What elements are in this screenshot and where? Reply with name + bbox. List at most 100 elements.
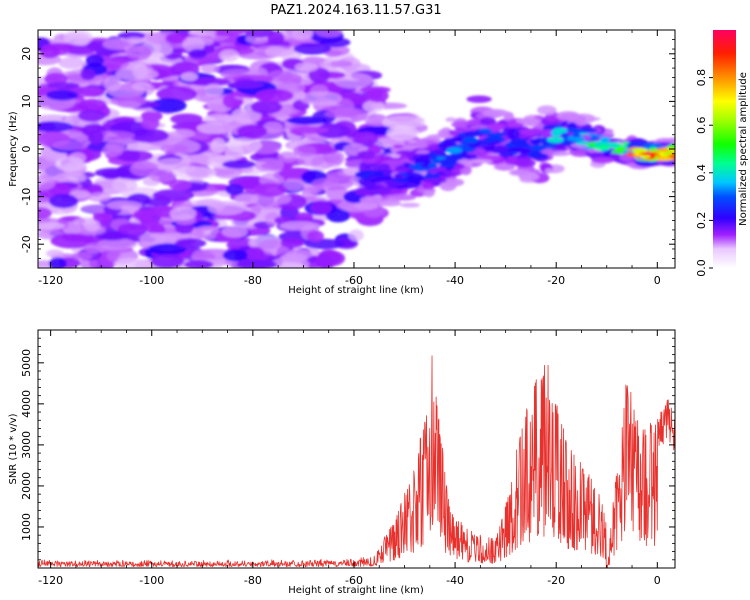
- spectrogram-cell: [254, 182, 287, 197]
- spectrogram-cell: [254, 158, 284, 172]
- spectrogram-cell: [310, 200, 333, 216]
- spectrogram-peak: [382, 170, 392, 176]
- spectrogram-y-tick-label: -10: [20, 188, 33, 206]
- snr-x-tick-label: -80: [244, 574, 262, 587]
- spectrogram-cell: [315, 123, 351, 139]
- spectrogram-cell: [54, 156, 85, 172]
- spectrogram-y-tick-label: 20: [20, 47, 33, 61]
- spectrogram-cell: [154, 157, 191, 171]
- snr-line-area: [38, 355, 675, 568]
- spectrogram-y-tick-label: 10: [20, 94, 33, 108]
- spectrogram-cell: [507, 129, 520, 140]
- spectrogram-cell: [50, 233, 94, 249]
- spectrogram-cell: [111, 178, 138, 193]
- spectrogram-cell: [250, 100, 283, 115]
- spectrogram-cell: [38, 121, 74, 133]
- snr-x-tick-label: -20: [547, 574, 565, 587]
- spectrogram-x-tick-label: -80: [244, 274, 262, 287]
- spectrogram-cell: [160, 144, 189, 153]
- spectrogram-peak: [513, 141, 530, 147]
- spectrogram-cell: [170, 129, 196, 139]
- spectrogram-cell: [106, 200, 142, 210]
- spectrogram-peak: [632, 148, 649, 153]
- spectrogram-cell: [72, 251, 93, 261]
- spectrogram-cell: [280, 237, 305, 249]
- spectrogram-cell: [301, 186, 318, 200]
- figure-title: PAZ1.2024.163.11.57.G31: [270, 3, 441, 18]
- spectrogram-cell: [170, 113, 203, 125]
- spectrogram-cell: [245, 246, 265, 261]
- spectrogram-cell: [173, 166, 217, 180]
- spectrogram-cell: [41, 43, 76, 51]
- spectrogram-cell: [359, 196, 382, 204]
- spectrogram-cell: [487, 123, 507, 131]
- snr-x-tick-label: -40: [446, 574, 464, 587]
- spectrogram-cell: [400, 202, 420, 208]
- spectrogram-x-tick-label: 0: [654, 274, 661, 287]
- spectrogram-cell: [296, 153, 325, 167]
- spectrogram-cell: [222, 160, 256, 169]
- spectrogram-peak: [394, 173, 404, 180]
- spectrogram-cell: [51, 139, 89, 151]
- spectrogram-cell: [225, 183, 244, 196]
- spectrogram-x-tick-label: -100: [139, 274, 164, 287]
- spectrogram-cell: [291, 30, 314, 41]
- spectrogram-cell: [437, 129, 450, 138]
- colorbar-tick-label: 0.2: [695, 212, 708, 230]
- spectrogram-cell: [433, 148, 443, 155]
- spectrogram-peak: [546, 136, 564, 144]
- spectrogram-cell: [267, 30, 285, 46]
- spectrogram-cell: [507, 122, 524, 128]
- spectrogram-cell: [591, 157, 614, 164]
- spectrogram-cell: [102, 38, 135, 50]
- spectrogram-cell: [131, 81, 151, 91]
- spectrogram-cell: [262, 121, 284, 134]
- spectrogram-cell: [45, 89, 79, 101]
- spectrogram-cell: [254, 88, 294, 103]
- spectrogram-cell: [165, 32, 188, 44]
- spectrogram-cell: [324, 110, 359, 118]
- spectrogram-cell: [210, 138, 227, 154]
- snr-y-tick-label: 3000: [20, 431, 33, 459]
- spectrogram-peak: [600, 136, 611, 143]
- spectrogram-x-tick-label: -20: [547, 274, 565, 287]
- spectrogram-cell: [183, 260, 214, 268]
- spectrogram-cell: [48, 193, 79, 209]
- spectrogram-cell: [445, 117, 456, 123]
- spectrogram-cell: [554, 143, 566, 150]
- snr-frame: [37, 329, 676, 569]
- spectrogram-cell: [588, 152, 602, 158]
- spectrogram-cell: [49, 257, 67, 268]
- spectrogram-cell: [46, 81, 80, 89]
- spectrogram-cell: [515, 118, 542, 124]
- spectrogram-cell: [355, 188, 379, 194]
- spectrogram-cell: [286, 116, 328, 125]
- spectrogram-cell: [180, 72, 198, 82]
- spectrogram-cell: [267, 70, 294, 82]
- spectrogram-cell: [94, 167, 131, 178]
- spectrogram-cell: [150, 254, 185, 268]
- spectrogram-cell: [292, 126, 329, 134]
- spectrogram-cell: [231, 107, 262, 124]
- spectrogram-cell: [451, 168, 463, 174]
- spectrogram-x-tick-label: -40: [446, 274, 464, 287]
- spectrogram-image: [38, 30, 675, 268]
- spectrogram-cell: [537, 105, 557, 115]
- spectrogram-peak: [656, 156, 674, 162]
- spectrogram-cell: [169, 206, 197, 221]
- spectrogram-cell: [314, 30, 343, 38]
- spectrogram-cell: [73, 38, 89, 46]
- colorbar-ticks: 0.0 0.2 0.4 0.6 0.8: [695, 69, 713, 277]
- spectrogram-cell: [182, 36, 205, 53]
- spectrogram-cell: [115, 67, 159, 81]
- spectrogram-cell: [38, 222, 65, 230]
- spectrogram-cell: [141, 116, 160, 130]
- spectrogram-cell: [224, 145, 244, 160]
- spectrogram-cell: [306, 230, 325, 242]
- spectrogram-cell: [328, 151, 345, 165]
- spectrogram-cell: [294, 212, 314, 223]
- spectrogram-cell: [439, 163, 457, 168]
- snr-x-tick-label: -120: [38, 574, 63, 587]
- spectrogram-cell: [284, 249, 313, 260]
- spectrogram-cell: [87, 192, 112, 203]
